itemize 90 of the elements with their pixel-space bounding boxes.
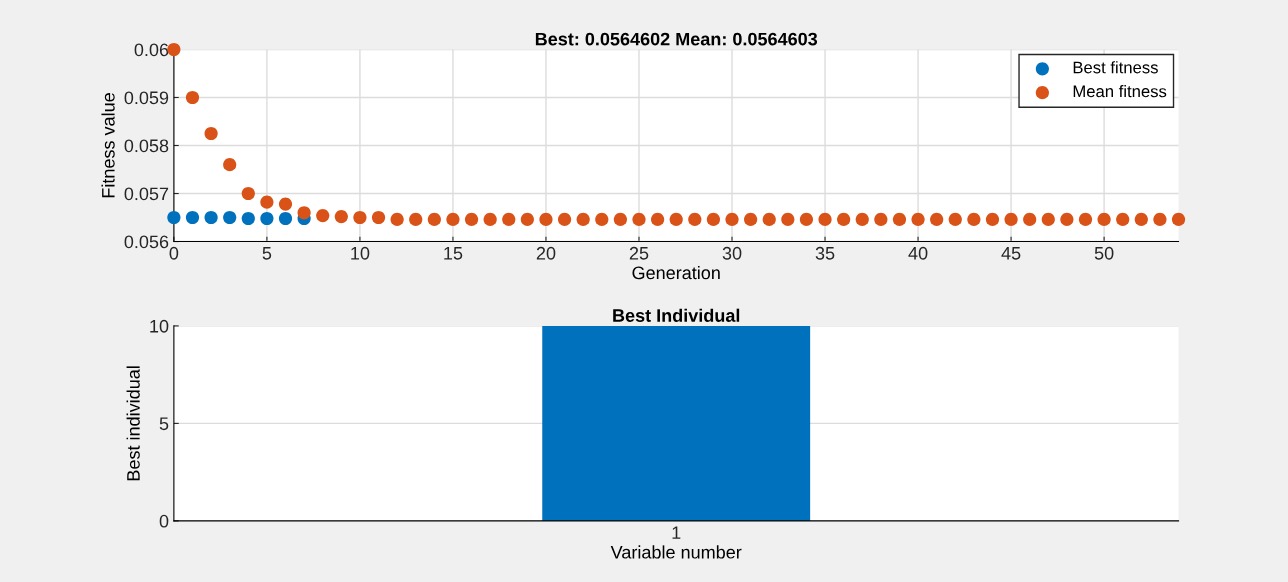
x-axis-title: Variable number <box>610 545 742 559</box>
point <box>204 126 218 141</box>
y-tick-label: 5 <box>159 417 169 431</box>
x-tick-label: 10 <box>351 246 370 260</box>
point <box>167 210 181 225</box>
x-tick-label: 40 <box>908 246 928 260</box>
point <box>502 212 516 227</box>
point <box>911 212 925 227</box>
point <box>241 186 255 201</box>
point <box>223 158 237 172</box>
x-tick-label: 0 <box>169 246 179 260</box>
point <box>167 42 181 57</box>
point <box>595 212 609 227</box>
point <box>1078 212 1093 227</box>
point <box>632 212 646 227</box>
y-tick-label: 0.06 <box>134 43 169 57</box>
point <box>464 212 479 227</box>
point <box>799 212 814 227</box>
y-tick-label: 0.057 <box>124 187 169 201</box>
point <box>1134 212 1148 227</box>
point <box>1171 212 1186 227</box>
y-tick-label: 0 <box>159 514 169 528</box>
y-tick-label: 0.058 <box>124 139 169 153</box>
point <box>204 210 218 225</box>
point <box>353 210 367 225</box>
point <box>855 212 869 227</box>
point <box>1041 212 1055 227</box>
point <box>223 210 237 225</box>
point <box>874 212 888 227</box>
point <box>1153 212 1167 227</box>
point <box>297 206 311 220</box>
y-tick-label: 0.059 <box>124 91 169 105</box>
point <box>744 212 758 227</box>
point <box>185 210 200 225</box>
y-tick-label: 10 <box>150 319 169 333</box>
y-tick-label: 0.056 <box>124 235 169 249</box>
point <box>316 209 330 223</box>
x-tick-label: 20 <box>536 246 556 260</box>
point <box>576 212 590 227</box>
x-tick-label: 45 <box>1001 247 1021 260</box>
point <box>278 197 293 211</box>
point <box>1097 212 1111 227</box>
point <box>762 212 776 227</box>
legend-label: Mean fitness <box>1073 85 1167 98</box>
point <box>334 209 348 224</box>
point <box>781 212 795 227</box>
x-tick-label: 25 <box>629 246 649 260</box>
point <box>446 212 460 227</box>
point <box>520 212 534 227</box>
legend-label: Best fitness <box>1073 61 1158 74</box>
point <box>930 212 944 227</box>
point <box>651 212 665 227</box>
point <box>892 212 907 227</box>
point <box>371 210 386 225</box>
x-tick-label: 30 <box>722 246 742 260</box>
y-axis-title: Best individual <box>126 366 140 481</box>
point <box>1116 212 1130 227</box>
x-axis-title: Generation <box>632 266 720 280</box>
point <box>260 211 274 226</box>
point <box>1004 212 1018 227</box>
point <box>985 212 1000 227</box>
point <box>185 90 200 105</box>
point <box>278 211 293 226</box>
point <box>409 212 423 227</box>
point <box>669 212 683 227</box>
x-tick-label: 50 <box>1094 246 1114 260</box>
point <box>613 212 627 227</box>
x-tick-label: 1 <box>672 526 681 539</box>
point <box>539 212 553 227</box>
point <box>706 212 720 227</box>
point <box>1060 212 1074 227</box>
point <box>427 212 441 227</box>
point <box>557 212 572 227</box>
y-axis-title: Fitness value <box>101 93 115 198</box>
point <box>390 212 404 227</box>
x-tick-label: 15 <box>444 247 463 260</box>
point <box>818 212 832 227</box>
point <box>688 212 702 227</box>
point <box>837 212 851 227</box>
point <box>967 212 981 227</box>
point <box>483 212 497 227</box>
point <box>1023 212 1037 227</box>
chart-title: Best Individual <box>613 308 740 322</box>
chart-title: Best: 0.0564602 Mean: 0.0564603 <box>535 32 818 46</box>
point <box>725 212 739 227</box>
point <box>260 195 274 209</box>
x-tick-label: 35 <box>815 246 835 260</box>
point <box>948 212 962 227</box>
point <box>241 211 255 226</box>
x-tick-label: 5 <box>262 247 272 260</box>
